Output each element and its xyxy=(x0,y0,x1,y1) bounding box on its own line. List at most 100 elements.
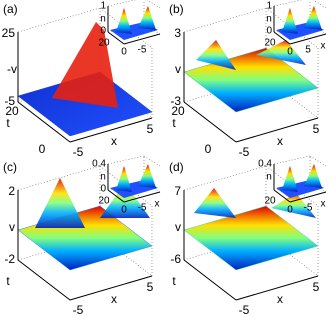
inset-peak xyxy=(282,8,298,34)
x-tick-label: -5 xyxy=(239,145,250,159)
inset-axis xyxy=(123,33,161,45)
inset-t-tick: 20 xyxy=(264,196,276,207)
inset-t-tick: 0 xyxy=(121,205,127,216)
inset-axis xyxy=(273,189,291,203)
panel-label: (c) xyxy=(3,160,17,174)
inset-t-tick: 20 xyxy=(264,38,276,49)
surface-peak xyxy=(196,40,236,70)
inset-peak xyxy=(304,6,322,30)
inset-grid-line xyxy=(273,155,311,165)
surface-peak xyxy=(52,22,118,108)
inset-n-label: n xyxy=(266,14,272,25)
grid-line xyxy=(265,77,319,119)
inset-x-tick: -5 xyxy=(304,203,313,214)
axis-line xyxy=(17,259,71,301)
inset-t-tick: 20 xyxy=(98,38,110,49)
surface-peak xyxy=(194,188,236,218)
inset-x-tick: -5 xyxy=(138,203,147,214)
inset-peak xyxy=(116,166,132,192)
inset-axis xyxy=(273,31,291,45)
grid-line xyxy=(99,165,153,207)
surface-peak xyxy=(35,178,85,228)
inset-grid-line xyxy=(146,0,161,9)
axis-line xyxy=(69,275,153,301)
t-axis-label: t xyxy=(6,274,10,288)
inset-t-tick: 0 xyxy=(287,205,293,216)
inset-x-tick: 5 xyxy=(305,45,311,56)
grid-line xyxy=(183,7,267,33)
surface-peak xyxy=(256,40,306,65)
inset-t-tick: 0 xyxy=(287,47,293,58)
z-axis-label: v xyxy=(175,62,181,76)
inset-axis xyxy=(107,189,125,203)
t-tick-label: 20 xyxy=(5,104,19,118)
inset-grid-line xyxy=(107,0,137,7)
x-tick-label: 5 xyxy=(313,122,320,136)
inset-grid-line xyxy=(312,0,327,9)
x-axis-label: x xyxy=(277,134,283,148)
inset-n-label: n xyxy=(266,172,272,183)
x-axis-label: x xyxy=(277,292,283,306)
x-tick-label: 5 xyxy=(147,122,154,136)
x-tick-label: -5 xyxy=(239,303,250,317)
panel-label: (b) xyxy=(169,2,184,16)
surface-peak xyxy=(271,193,316,218)
grid-line xyxy=(183,165,267,191)
inset-n-tick: 0.4 xyxy=(92,159,106,170)
grid-line xyxy=(265,165,319,207)
grid-line xyxy=(17,7,101,33)
panel-label: (a) xyxy=(3,2,18,16)
axis-line xyxy=(17,101,71,143)
grid-line xyxy=(265,235,319,277)
surface-peak xyxy=(100,183,150,218)
inset-axis xyxy=(289,191,327,203)
t-axis-label: t xyxy=(172,274,176,288)
inset-grid-line xyxy=(273,0,303,7)
z-axis-label: v xyxy=(9,220,15,234)
inset-n-tick: 1 xyxy=(266,1,272,12)
z-tick-label: -6 xyxy=(170,252,181,266)
z-tick-label: 7 xyxy=(174,184,181,198)
inset-axis xyxy=(289,33,327,45)
z-axis-label: v xyxy=(175,220,181,234)
grid-line xyxy=(99,7,153,49)
z-tick-label: 2 xyxy=(8,184,15,198)
panel-label: (d) xyxy=(169,160,184,174)
z-tick-label: -3 xyxy=(170,94,181,108)
x-tick-label: 5 xyxy=(313,280,320,294)
inset-x-label: x xyxy=(155,199,160,210)
inset-n-tick: 0 xyxy=(100,184,106,195)
axis-line xyxy=(69,117,153,143)
x-axis-label: x xyxy=(111,292,117,306)
inset-x-label: x xyxy=(321,199,326,210)
panel: (d) 7 -6 v t x -5 5 0.4 n 20 0 -5 x xyxy=(169,155,327,317)
surface xyxy=(183,205,319,271)
inset-n-label: n xyxy=(100,14,106,25)
inset-n-tick: 1 xyxy=(100,1,106,12)
x-axis-label: x xyxy=(111,134,117,148)
inset-axis xyxy=(107,31,125,45)
inset-peak xyxy=(282,166,298,192)
t-tick-label: 0 xyxy=(205,142,212,156)
inset: 0.4 n 20 0 -5 x xyxy=(258,155,327,216)
inset-peak xyxy=(116,8,132,34)
t-tick-label: 20 xyxy=(171,104,185,118)
inset-x-label: x xyxy=(321,41,326,52)
t-axis-label: t xyxy=(172,116,176,130)
inset-peak xyxy=(138,6,156,30)
z-tick-label: -2 xyxy=(4,252,15,266)
inset-peak xyxy=(138,164,156,188)
axis-line xyxy=(183,259,237,301)
z-tick-label: 25 xyxy=(2,26,16,40)
inset-x-tick: -5 xyxy=(138,45,147,56)
inset-n-label: n xyxy=(100,172,106,183)
inset-peak xyxy=(304,164,322,188)
axis-line xyxy=(183,101,237,143)
z-tick-label: 3 xyxy=(174,26,181,40)
